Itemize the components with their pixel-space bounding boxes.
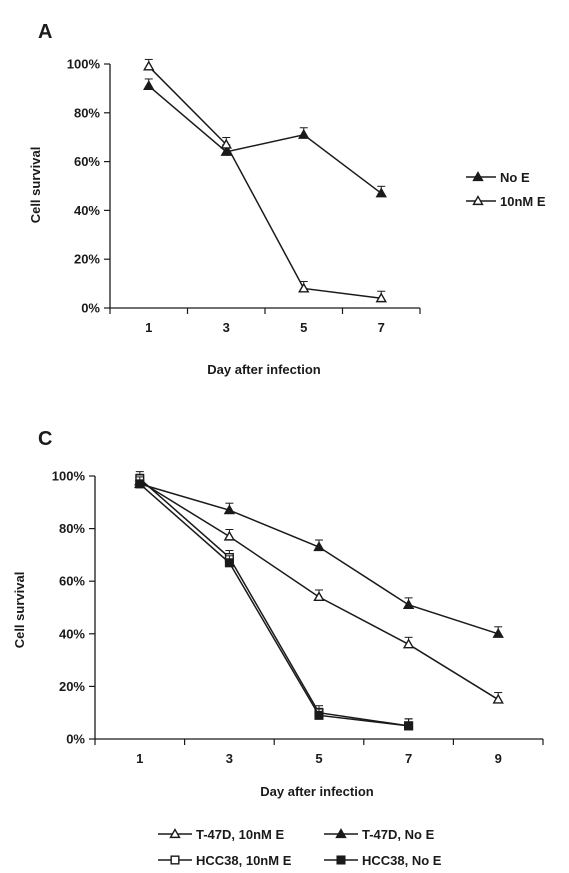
y-tick-label: 60% xyxy=(74,154,100,169)
series-line-1 xyxy=(139,483,499,635)
y-tick-label: 20% xyxy=(74,252,100,267)
data-point xyxy=(404,721,414,731)
data-point xyxy=(220,138,232,149)
y-tick-label: 100% xyxy=(67,57,101,72)
data-point xyxy=(143,60,155,71)
series-line-0 xyxy=(148,85,382,194)
series-line-3 xyxy=(139,483,409,727)
legend-marker xyxy=(472,195,484,206)
x-tick-label: 1 xyxy=(136,751,143,766)
y-tick-label: 80% xyxy=(59,521,85,536)
panel-letter-c: C xyxy=(38,428,52,450)
data-point xyxy=(223,530,236,541)
legend-label: No E xyxy=(500,170,530,185)
panel-a-xlabel: Day after infection xyxy=(207,362,320,377)
legend-label: T-47D, 10nM E xyxy=(196,827,284,842)
series-line-2 xyxy=(139,478,409,727)
data-point xyxy=(313,591,325,602)
legend-marker xyxy=(169,828,181,839)
data-point xyxy=(135,479,145,489)
x-tick-label: 5 xyxy=(300,320,307,335)
legend-label: 10nM E xyxy=(500,194,546,209)
x-tick-label: 3 xyxy=(223,320,230,335)
y-tick-label: 0% xyxy=(66,732,85,747)
panel-c-axes: 0% 20% 40% 60% 80% 100% 1 3 5 7 9 xyxy=(52,469,544,766)
legend-marker xyxy=(170,855,180,865)
data-point xyxy=(314,710,324,720)
legend-label: HCC38, 10nM E xyxy=(196,853,292,868)
data-point xyxy=(298,282,310,293)
x-tick-label: 1 xyxy=(145,320,152,335)
panel-c-xlabel: Day after infection xyxy=(260,784,373,799)
data-point xyxy=(402,638,415,649)
panel-c-ylabel: Cell survival xyxy=(12,572,27,649)
panel-a-axes: 0% 20% 40% 60% 80% 100% 1 3 5 7 xyxy=(67,57,421,335)
data-point xyxy=(402,598,415,609)
y-tick-label: 40% xyxy=(59,626,85,641)
legend-label: T-47D, No E xyxy=(362,827,435,842)
panel-a-ylabel: Cell survival xyxy=(28,147,43,224)
data-point xyxy=(375,187,387,198)
data-point xyxy=(375,292,387,303)
data-point xyxy=(313,541,325,552)
y-tick-label: 0% xyxy=(81,301,100,316)
panel-c-legend: T-47D, 10nM E T-47D, No E HCC38, 10nM E HCC… xyxy=(158,827,442,868)
legend-label: HCC38, No E xyxy=(362,853,442,868)
x-tick-label: 9 xyxy=(495,751,502,766)
data-point xyxy=(223,504,236,515)
data-point xyxy=(298,128,310,139)
y-tick-label: 100% xyxy=(52,469,86,484)
y-tick-label: 80% xyxy=(74,105,100,120)
data-point xyxy=(143,80,155,91)
data-point xyxy=(224,558,234,568)
y-tick-label: 20% xyxy=(59,679,85,694)
x-tick-label: 3 xyxy=(226,751,233,766)
x-tick-label: 5 xyxy=(315,751,322,766)
legend-marker xyxy=(335,828,347,839)
data-point xyxy=(492,693,504,704)
series-line-1 xyxy=(148,65,382,299)
y-tick-label: 60% xyxy=(59,574,85,589)
y-tick-label: 40% xyxy=(74,203,100,218)
panel-a-legend: No E 10nM E xyxy=(466,170,546,209)
panel-a: A 0% 20% 40% 60% 80% 100% 1 3 5 7 Day after infec… xyxy=(28,21,546,377)
legend-marker xyxy=(336,855,346,865)
panel-letter-a: A xyxy=(38,21,52,43)
legend-marker xyxy=(472,171,484,182)
panel-c: C 0% 20% 40% 60% 80% 100% 1 3 5 7 9 Day after infe… xyxy=(12,428,544,868)
x-tick-label: 7 xyxy=(378,320,385,335)
x-tick-label: 7 xyxy=(405,751,412,766)
data-point xyxy=(220,145,232,156)
data-point xyxy=(492,627,504,638)
